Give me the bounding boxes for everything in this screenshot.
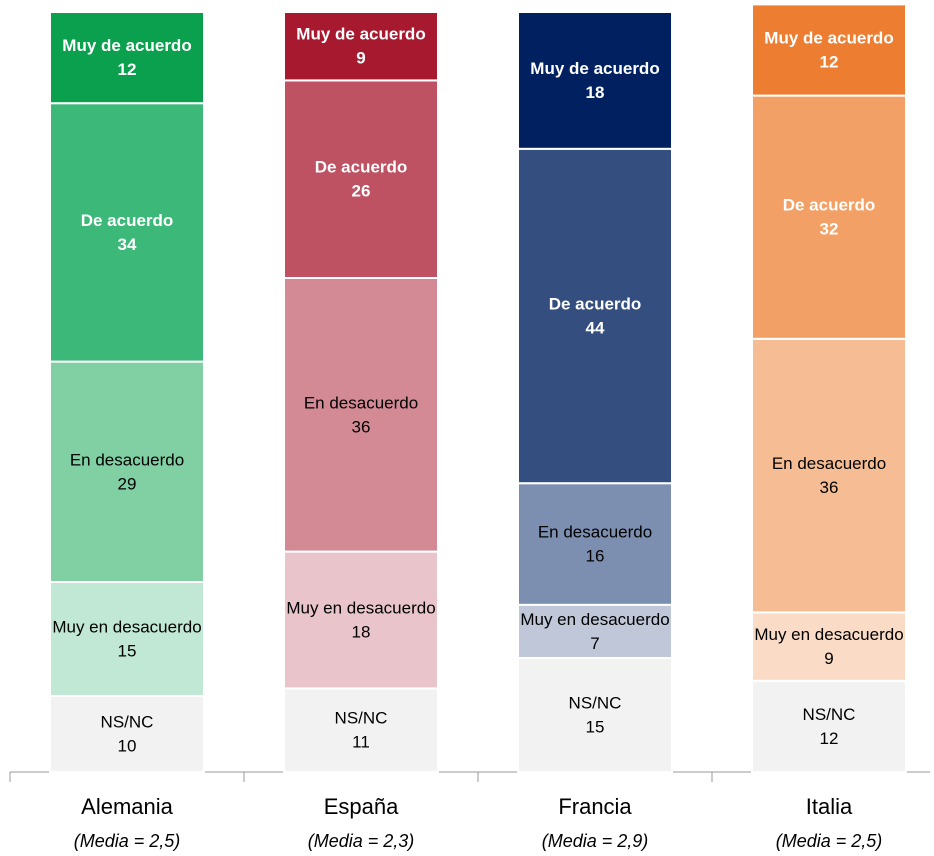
- segment-value: 11: [352, 733, 370, 752]
- bar-segment: [751, 679, 907, 773]
- bar-segment: [49, 695, 205, 773]
- bar-segment: [283, 277, 439, 553]
- bar-segment: [49, 360, 205, 583]
- segment-name: NS/NC: [335, 709, 388, 728]
- bar-segment: [517, 147, 673, 485]
- segment-value: 15: [118, 641, 137, 660]
- segment-name: Muy en desacuerdo: [52, 617, 201, 636]
- segment-value: 15: [586, 717, 605, 736]
- bar-segment: [751, 3, 907, 97]
- segment-name: De acuerdo: [549, 294, 642, 313]
- segment-name: NS/NC: [569, 693, 622, 712]
- category-label: Francia: [558, 794, 632, 819]
- bar-segment: [751, 337, 907, 614]
- segment-name: Muy de acuerdo: [764, 28, 893, 47]
- bar-segment: [283, 687, 439, 774]
- bar-segment: [49, 11, 205, 105]
- category-note: (Media = 2,3): [308, 831, 415, 851]
- segment-name: En desacuerdo: [70, 450, 184, 469]
- segment-name: Muy en desacuerdo: [754, 625, 903, 644]
- bar-segment: [283, 550, 439, 690]
- bar-segment: [49, 102, 205, 363]
- segment-name: Muy de acuerdo: [296, 25, 425, 44]
- segment-value: 36: [352, 417, 371, 436]
- segment-name: De acuerdo: [315, 158, 408, 177]
- segment-value: 16: [586, 546, 605, 565]
- segment-name: NS/NC: [803, 705, 856, 724]
- segment-name: En desacuerdo: [304, 393, 418, 412]
- segment-name: De acuerdo: [81, 211, 174, 230]
- segment-value: 12: [118, 60, 137, 79]
- segment-value: 32: [820, 220, 839, 239]
- bar-segment: [283, 11, 439, 82]
- segment-value: 7: [590, 634, 599, 653]
- segment-value: 18: [586, 83, 605, 102]
- segment-value: 18: [352, 622, 371, 641]
- segment-value: 9: [356, 49, 365, 68]
- segment-value: 44: [586, 318, 605, 337]
- category-note: (Media = 2,9): [542, 831, 649, 851]
- segment-name: Muy de acuerdo: [530, 59, 659, 78]
- segment-name: De acuerdo: [783, 196, 876, 215]
- bar-segment: [751, 94, 907, 340]
- bar-segment: [517, 11, 673, 150]
- bar-segment: [517, 482, 673, 606]
- bar-segment: [517, 603, 673, 659]
- segment-value: 36: [820, 478, 839, 497]
- category-label: Alemania: [81, 794, 173, 819]
- segment-value: 29: [118, 474, 137, 493]
- category-label: Italia: [806, 794, 853, 819]
- bar-segment: [517, 657, 673, 773]
- bar-segment: [49, 581, 205, 697]
- segment-name: Muy en desacuerdo: [286, 598, 435, 617]
- bar-segment: [751, 611, 907, 682]
- segment-name: En desacuerdo: [538, 522, 652, 541]
- segment-value: 34: [118, 235, 137, 254]
- segment-value: 9: [824, 649, 833, 668]
- segment-value: 10: [118, 736, 137, 755]
- segment-value: 26: [352, 182, 371, 201]
- segment-name: Muy en desacuerdo: [520, 610, 669, 629]
- category-note: (Media = 2,5): [74, 831, 181, 851]
- category-label: España: [324, 794, 399, 819]
- bar-segment: [283, 79, 439, 280]
- segment-value: 12: [820, 52, 839, 71]
- segment-value: 12: [820, 729, 839, 748]
- segment-name: En desacuerdo: [772, 454, 886, 473]
- segment-name: NS/NC: [101, 712, 154, 731]
- category-note: (Media = 2,5): [776, 831, 883, 851]
- segment-name: Muy de acuerdo: [62, 36, 191, 55]
